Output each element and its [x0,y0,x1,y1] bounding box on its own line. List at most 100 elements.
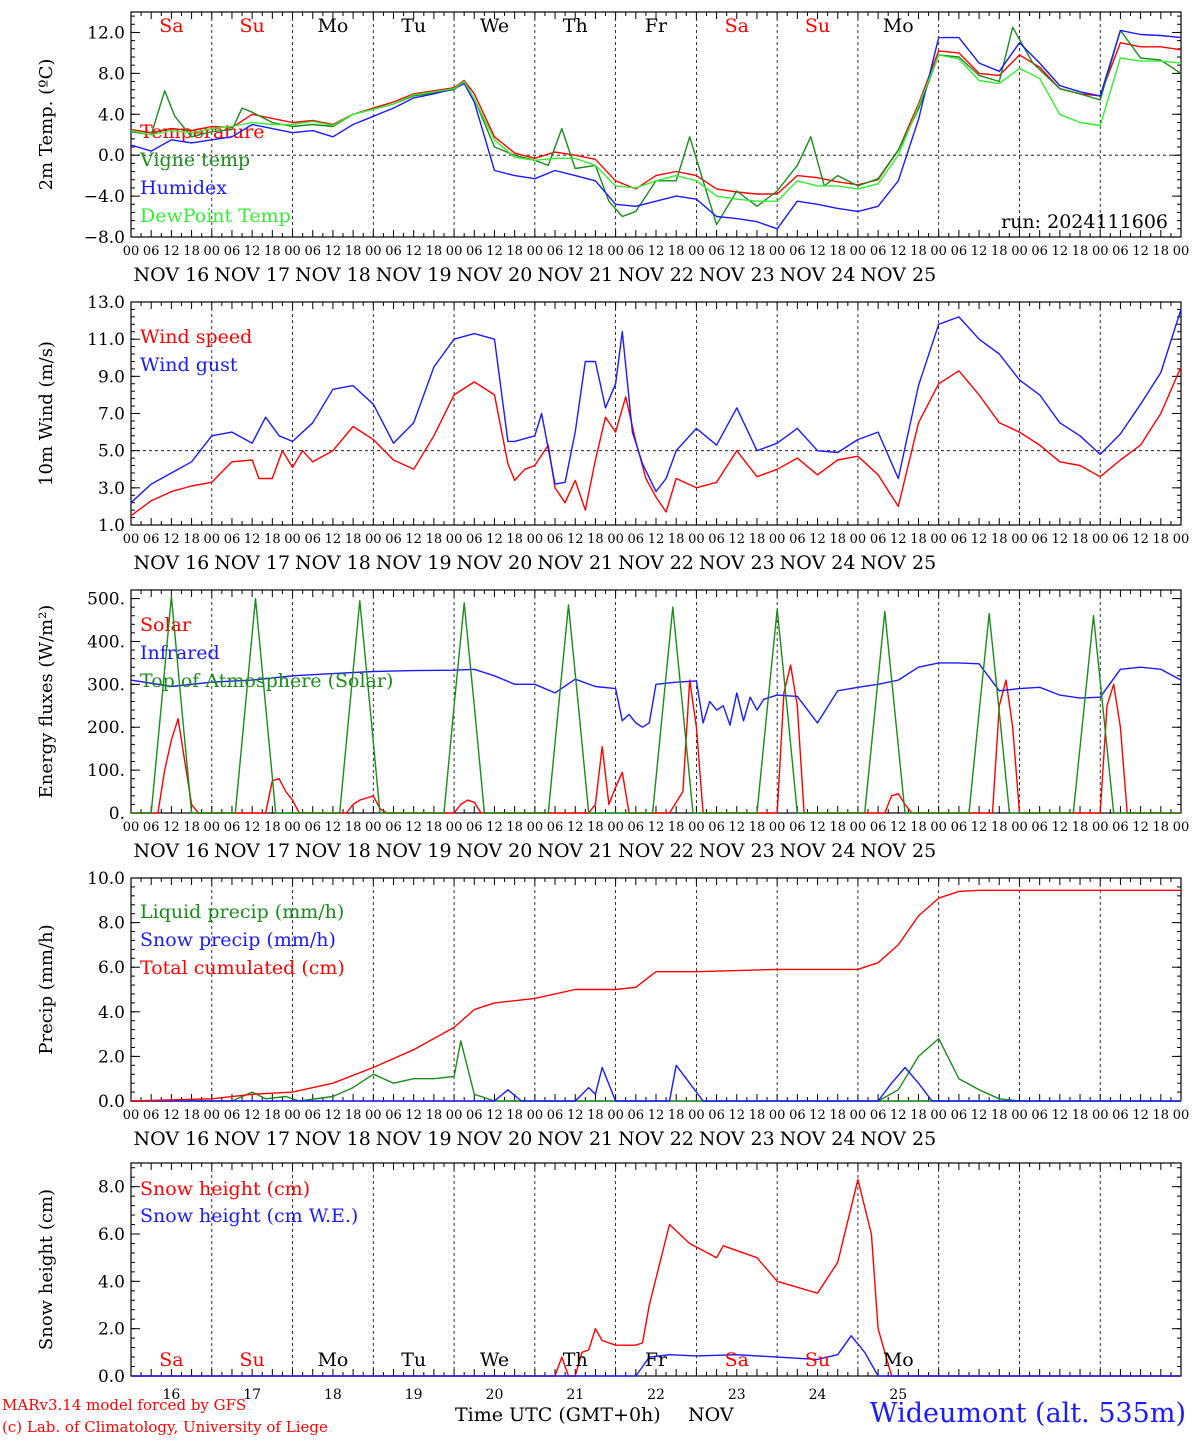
hour-tick-label: 18 [183,244,200,259]
hour-tick-label: 06 [628,1108,645,1123]
hour-tick-label: 06 [951,1108,968,1123]
hour-tick-label: 00 [284,1108,301,1123]
hour-tick-label: 00 [930,532,947,547]
hour-tick-label: 12 [648,1108,665,1123]
hour-tick-label: 00 [1092,244,1109,259]
hour-tick-label: 00 [123,820,140,835]
hour-tick-label: 18 [345,532,362,547]
hour-tick-label: 06 [870,820,887,835]
date-label: NOV 25 [860,1128,936,1150]
day-number-label: 19 [405,1387,423,1403]
x-axis-unit: NOV [688,1404,734,1426]
date-label: NOV 18 [295,552,371,574]
hour-tick-label: 12 [809,820,826,835]
hour-tick-label: 00 [688,532,705,547]
weekday-label: Sa [159,15,183,37]
legend-entry: DewPoint Temp [140,205,291,227]
lab-credit: (c) Lab. of Climatology, University of L… [2,1418,328,1436]
y-tick-label: 4.0 [98,1272,125,1292]
hour-tick-label: 12 [648,244,665,259]
hour-tick-label: 18 [668,532,685,547]
hour-tick-label: 06 [547,1108,564,1123]
hour-tick-label: 12 [163,244,180,259]
panel-4: 0.0 2.0 4.0 6.0 8.0 10.0 Precip (mm/h) Liquid p… [36,869,1189,1150]
hour-tick-label: 12 [809,244,826,259]
hour-tick-label: 00 [769,820,786,835]
hour-tick-label: 18 [426,1108,443,1123]
hour-tick-label: 00 [123,244,140,259]
date-label: NOV 23 [699,840,775,862]
hour-tick-label: 00 [850,244,867,259]
hour-tick-label: 00 [123,532,140,547]
hour-tick-label: 00 [930,1108,947,1123]
hour-tick-label: 18 [668,244,685,259]
date-label: NOV 19 [376,552,452,574]
date-label: NOV 22 [618,552,694,574]
day-number-label: 23 [728,1387,746,1403]
hour-tick-label: 00 [203,532,220,547]
hour-tick-label: 12 [1132,244,1149,259]
hour-tick-label: 00 [688,820,705,835]
hour-tick-label: 18 [991,820,1008,835]
hour-tick-label: 00 [203,820,220,835]
hour-tick-label: 00 [1092,1108,1109,1123]
weekday-label: Mo [317,15,348,37]
hour-tick-label: 06 [789,532,806,547]
hour-tick-label: 12 [325,1108,342,1123]
weekday-label: Mo [317,1349,348,1371]
x-axis-title: Time UTC (GMT+0h) [455,1404,661,1426]
legend-entry: Top of Atmosphere (Solar) [140,670,393,692]
hour-tick-label: 18 [345,820,362,835]
hour-tick-label: 12 [405,532,422,547]
y-tick-label: −4.0 [84,187,125,207]
hour-tick-label: 12 [728,532,745,547]
y-tick-label: 200. [87,718,125,738]
hour-tick-label: 06 [385,820,402,835]
hour-tick-label: 12 [728,244,745,259]
hour-tick-label: 00 [446,532,463,547]
legend-entry: Snow height (cm W.E.) [140,1205,358,1227]
y-tick-label: 400. [87,632,125,652]
hour-tick-label: 12 [325,244,342,259]
legend-entry: Infrared [140,642,220,664]
y-tick-label: 0.0 [98,1367,125,1387]
hour-tick-label: 00 [1173,1108,1190,1123]
date-label: NOV 16 [133,264,209,286]
hour-tick-label: 12 [1132,1108,1149,1123]
hour-tick-label: 06 [628,820,645,835]
hour-tick-label: 06 [466,532,483,547]
hour-tick-label: 18 [506,244,523,259]
date-label: NOV 23 [699,264,775,286]
hour-tick-label: 06 [1112,820,1129,835]
hour-tick-label: 12 [648,820,665,835]
hour-tick-label: 00 [203,1108,220,1123]
y-axis-title: 2m Temp. (ºC) [36,59,57,191]
hour-tick-label: 00 [1011,532,1028,547]
hour-tick-label: 06 [224,532,241,547]
hour-tick-label: 12 [486,820,503,835]
hour-tick-label: 12 [567,1108,584,1123]
hour-tick-label: 06 [1031,244,1048,259]
date-label: NOV 21 [537,840,613,862]
weekday-label: We [480,15,509,37]
date-label: NOV 20 [457,1128,533,1150]
hour-tick-label: 00 [1173,532,1190,547]
hour-tick-label: 00 [850,1108,867,1123]
hour-tick-label: 06 [547,244,564,259]
date-label: NOV 20 [457,840,533,862]
legend-entry: Liquid precip (mm/h) [140,901,344,923]
hour-tick-label: 18 [1072,820,1089,835]
date-label: NOV 21 [537,1128,613,1150]
hour-tick-label: 00 [527,820,544,835]
hour-tick-label: 06 [143,1108,160,1123]
hour-tick-label: 18 [183,1108,200,1123]
legend-entry: Humidex [140,177,227,199]
hour-tick-label: 12 [890,820,907,835]
hour-tick-label: 18 [668,1108,685,1123]
weekday-label: Su [805,15,830,37]
hour-tick-label: 12 [567,244,584,259]
hour-tick-label: 18 [506,532,523,547]
hour-tick-label: 12 [244,244,261,259]
weekday-label: Su [240,15,265,37]
